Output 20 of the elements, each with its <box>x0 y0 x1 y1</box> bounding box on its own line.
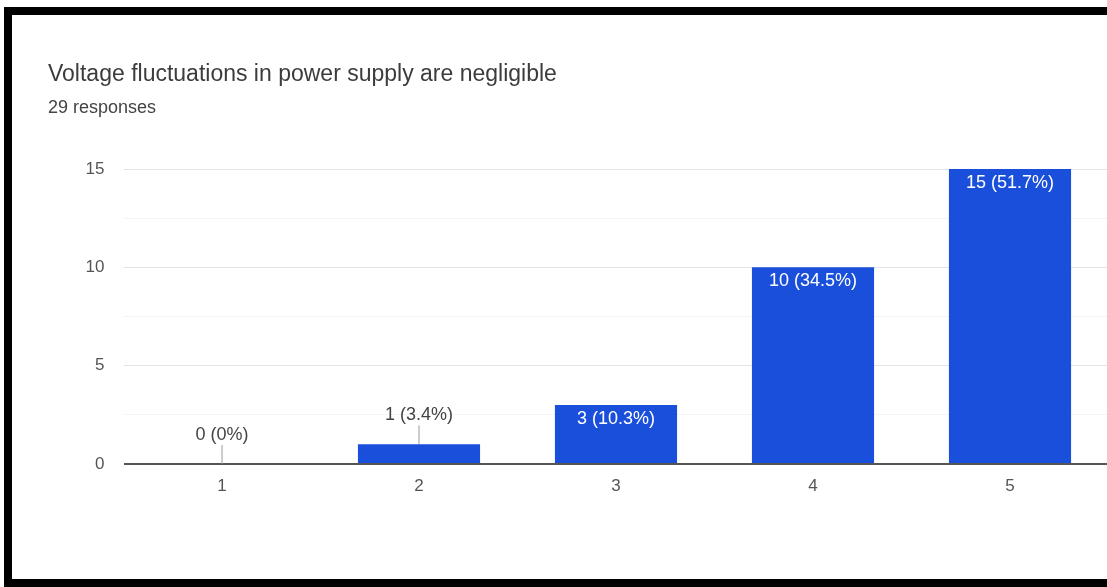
bar <box>948 169 1072 463</box>
data-label: 15 (51.7%) <box>965 171 1055 192</box>
bar <box>554 405 678 463</box>
data-label: 3 (10.3%) <box>576 407 656 428</box>
y-tick-label: 5 <box>95 355 105 375</box>
y-tick-label: 0 <box>95 453 105 473</box>
x-tick-label: 1 <box>217 475 227 495</box>
bar <box>751 267 875 463</box>
x-tick-label: 3 <box>611 475 621 495</box>
chart-subtitle: 29 responses <box>48 97 157 117</box>
chart-title: Voltage fluctuations in power supply are negligible <box>48 59 557 87</box>
x-tick-label: 5 <box>1005 475 1015 495</box>
data-label: 10 (34.5%) <box>768 270 858 291</box>
data-label: 1 (3.4%) <box>384 404 454 425</box>
y-tick-label: 15 <box>85 158 105 178</box>
data-label: 0 (0%) <box>195 423 249 444</box>
y-tick-label: 10 <box>85 257 105 277</box>
x-tick-label: 4 <box>808 475 818 495</box>
x-tick-label: 2 <box>414 475 424 495</box>
bar <box>357 444 481 463</box>
